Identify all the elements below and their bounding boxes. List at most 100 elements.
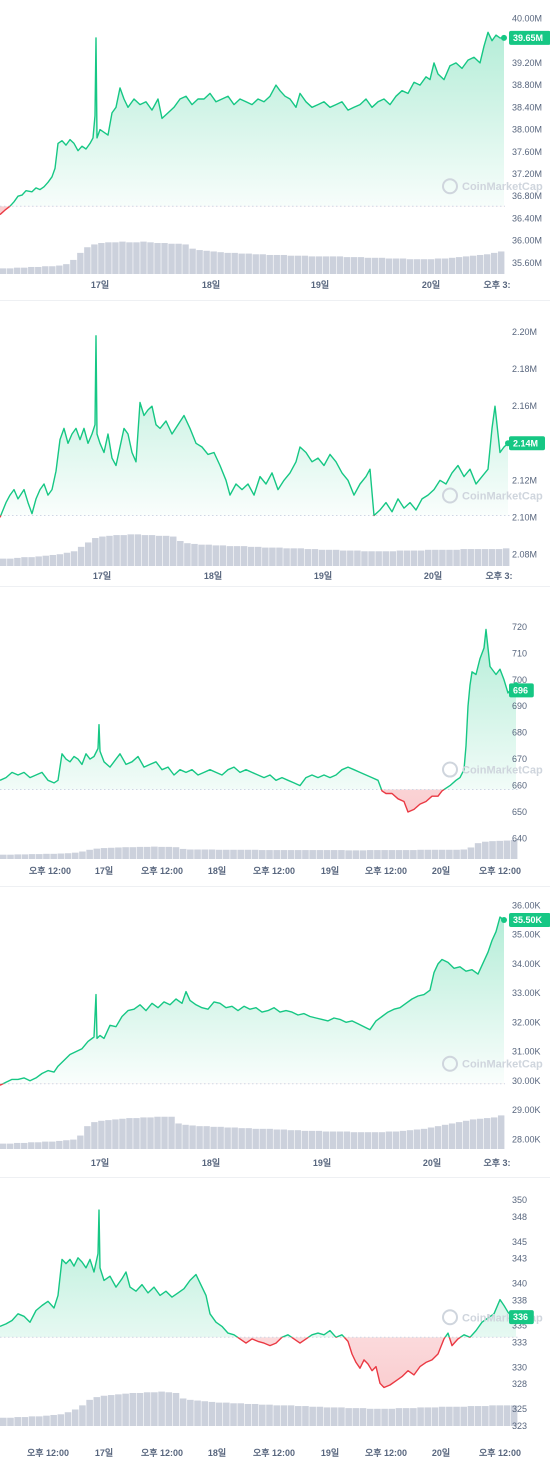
volume-bar <box>352 1408 360 1426</box>
volume-bar <box>84 247 91 274</box>
volume-bar <box>389 551 397 566</box>
volume-bar <box>482 1406 489 1426</box>
volume-bar <box>366 850 374 859</box>
volume-bar <box>446 1406 453 1426</box>
volume-bar <box>208 1401 216 1426</box>
volume-bar <box>455 1122 463 1149</box>
current-price-badge: 39.65M <box>509 30 550 45</box>
x-axis: 오후 12:00 17일 오후 12:00 18일 오후 12:00 19일 오후 12:0… <box>27 1447 521 1458</box>
chart-panel-5: CoinMarketCap 350 348 345 343 340 338 335 333 330… <box>0 1178 550 1465</box>
volume-bar <box>402 1408 410 1426</box>
x-tick-label: 오후 3: <box>485 570 512 581</box>
volume-bar <box>262 547 269 566</box>
volume-bar <box>14 557 21 566</box>
volume-bar <box>350 1132 358 1149</box>
volume-bar <box>196 250 203 274</box>
volume-bar <box>49 1141 56 1149</box>
price-line-up <box>0 335 509 516</box>
y-tick-label: 2.10M <box>512 512 537 522</box>
volume-bar <box>354 550 361 566</box>
volume-bar <box>147 242 154 274</box>
volume-bar <box>223 1402 230 1426</box>
price-chart-3[interactable]: CoinMarketCap 720 710 700 690 680 670 660 650 640… <box>0 595 550 885</box>
volume-bar <box>338 1407 345 1426</box>
price-chart-2[interactable]: CoinMarketCap2.20M2.18M2.16M2.12M2.10M2.… <box>0 300 550 585</box>
volume-bar <box>410 850 417 859</box>
volume-bar <box>28 557 35 566</box>
volume-bar <box>143 846 151 859</box>
volume-bar <box>172 847 180 859</box>
volume-bar <box>14 267 21 274</box>
y-tick-label: 335 <box>512 1321 527 1331</box>
volume-bar <box>187 849 194 859</box>
volume-bar <box>283 548 290 566</box>
volume-bar <box>84 1126 91 1149</box>
y-axis: 350 348 345 343 340 338 335 333 330 328 325 323 <box>512 1195 527 1431</box>
volume-bar <box>308 256 316 274</box>
x-tick-label: 19일 <box>321 865 339 876</box>
price-chart-1[interactable]: CoinMarketCap 40.00M 39.20M 38.80M 38.40M 38.… <box>0 0 550 290</box>
volume-bar <box>434 258 442 274</box>
volume-bar <box>287 1405 295 1426</box>
volume-bar <box>294 255 301 274</box>
volume-bar <box>441 1124 449 1149</box>
volume-bar <box>417 849 424 859</box>
volume-bar <box>134 534 142 566</box>
x-tick-label: 오후 12:00 <box>253 1447 295 1458</box>
volume-bar <box>56 554 64 566</box>
volume-bar <box>0 854 7 859</box>
volume-bar <box>297 548 304 566</box>
volume-bar <box>322 256 330 274</box>
volume-bar <box>510 839 518 859</box>
volume-bar <box>230 849 237 859</box>
volume-bar <box>388 1408 396 1426</box>
volume-bar <box>483 1118 491 1149</box>
coinmarketcap-logo-icon <box>442 1309 458 1326</box>
volume-bar <box>43 853 50 859</box>
volume-bar <box>361 551 368 566</box>
x-tick-label: 20일 <box>432 1447 450 1458</box>
volume-bar <box>100 1395 108 1426</box>
volume-bar <box>318 549 326 566</box>
volume-bar <box>161 243 168 274</box>
volume-bar <box>402 850 410 859</box>
volume-bar <box>417 1407 424 1426</box>
y-tick-label: 710 <box>512 648 527 658</box>
volume-bar <box>259 850 266 859</box>
volume-bar <box>21 854 29 859</box>
volume-bar <box>224 252 231 274</box>
volume-bar <box>35 854 43 859</box>
volume-bar <box>168 1116 175 1149</box>
y-tick-label: 2.08M <box>512 549 537 559</box>
volume-bar <box>301 255 309 274</box>
price-chart-4[interactable]: CoinMarketCap 36.00K 35.00K 34.00K 33.00K 32.… <box>0 887 550 1175</box>
volume-bar <box>0 268 7 274</box>
volume-bar <box>126 1118 133 1149</box>
volume-bar <box>14 1142 21 1149</box>
price-chart-5[interactable]: CoinMarketCap350348345343340338335333330… <box>0 1178 550 1465</box>
volume-bars <box>0 241 505 274</box>
price-line-up <box>0 1209 517 1338</box>
y-tick-label: 340 <box>512 1279 527 1289</box>
current-price-label: 696 <box>513 685 528 695</box>
y-tick-label: 333 <box>512 1337 527 1347</box>
x-tick-label: 오후 3: <box>483 279 510 290</box>
y-tick-label: 345 <box>512 1237 527 1247</box>
chart-panel-2: CoinMarketCap 2.20M 2.18M 2.16M 2.12M 2.10M 2.… <box>0 300 550 585</box>
volume-bar <box>385 258 393 274</box>
volume-bar <box>175 243 182 274</box>
volume-bar <box>482 841 489 859</box>
x-tick-label: 20일 <box>423 1157 441 1168</box>
volume-bar <box>396 550 404 566</box>
volume-bars <box>0 839 518 859</box>
volume-bar <box>71 1409 79 1426</box>
volume-bar <box>290 548 297 566</box>
y-tick-label: 30.00K <box>512 1076 541 1086</box>
volume-bar <box>231 252 238 274</box>
volume-bar <box>107 1395 115 1426</box>
volume-bar <box>231 1127 238 1149</box>
x-tick-label: 오후 12:00 <box>141 1447 183 1458</box>
volume-bar <box>119 241 126 274</box>
volume-bar <box>187 1399 194 1426</box>
volume-bar <box>210 251 217 274</box>
